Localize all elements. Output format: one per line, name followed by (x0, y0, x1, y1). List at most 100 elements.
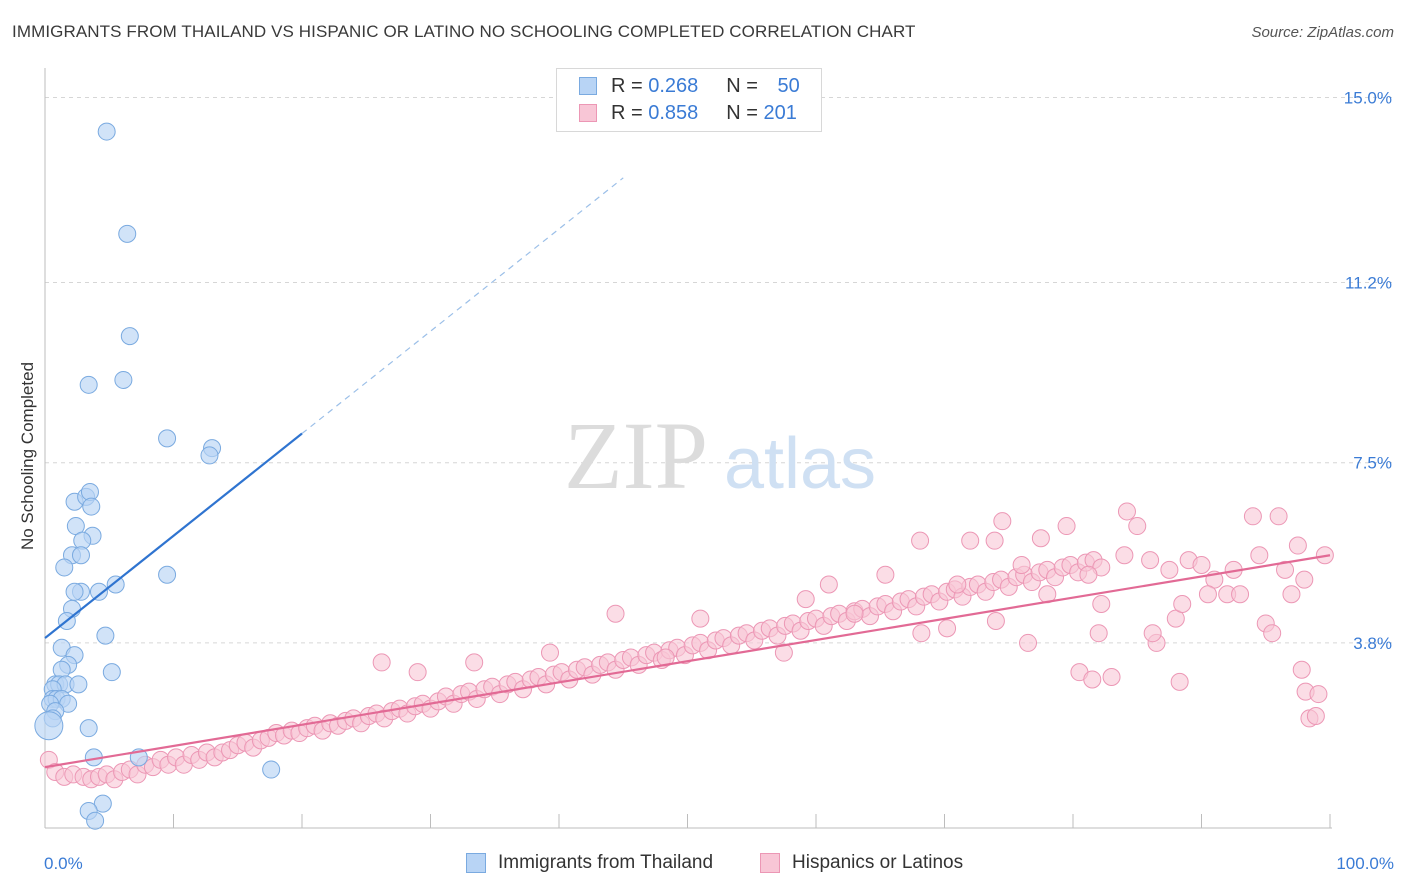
data-point-thailand (96, 626, 115, 645)
data-point-hispanics (1288, 536, 1307, 555)
x-tick-label: 0.0% (44, 854, 83, 873)
data-point-hispanics (911, 531, 930, 550)
y-tick-label: 11.2% (1345, 274, 1392, 293)
legend-label-thailand: Immigrants from Thailand (498, 852, 714, 873)
data-point-thailand (97, 122, 116, 141)
y-tick-label: 15.0% (1344, 88, 1392, 107)
data-point-thailand (102, 663, 121, 682)
data-point-hispanics (541, 643, 560, 662)
data-point-hispanics (656, 648, 675, 667)
data-point-hispanics (1117, 502, 1136, 521)
stats-legend: R = 0.268 N = 50 R = 0.858 N = 201 (556, 68, 822, 132)
data-point-thailand (79, 375, 98, 394)
legend-n-label: N = (726, 101, 758, 124)
data-point-hispanics (876, 565, 895, 584)
data-point-hispanics (1250, 546, 1269, 565)
legend-swatch-blue (466, 853, 486, 873)
legend-swatch-blue (579, 77, 597, 95)
data-point-thailand (106, 575, 125, 594)
data-point-hispanics (1295, 570, 1314, 589)
data-point-hispanics (1102, 668, 1121, 687)
data-point-hispanics (796, 590, 815, 609)
legend-item-thailand: Immigrants from Thailand (466, 852, 713, 874)
data-point-hispanics (372, 653, 391, 672)
data-point-hispanics (961, 531, 980, 550)
watermark: ZIP atlas (564, 402, 876, 509)
legend-n-value: 201 (763, 101, 797, 124)
trend-line-thailand (44, 432, 303, 639)
data-point-thailand (79, 719, 98, 738)
data-point-thailand (82, 497, 101, 516)
data-point-thailand (71, 546, 90, 565)
data-point-hispanics (606, 604, 625, 623)
data-point-thailand (120, 327, 139, 346)
data-point-hispanics (993, 512, 1012, 531)
data-point-hispanics (986, 612, 1005, 631)
data-point-thailand (158, 565, 177, 584)
data-point-thailand (118, 224, 137, 243)
data-point-hispanics (1170, 672, 1189, 691)
data-point-thailand (93, 794, 112, 813)
data-point-thailand (262, 760, 281, 779)
data-point-hispanics (912, 624, 931, 643)
data-point-hispanics (1192, 556, 1211, 575)
data-point-hispanics (1306, 706, 1325, 725)
legend-r-value: 0.858 (648, 101, 699, 124)
legend-label-hispanics: Hispanics or Latinos (792, 852, 964, 873)
data-point-hispanics (1089, 624, 1108, 643)
legend-r-label: R = (611, 74, 643, 97)
data-point-thailand (86, 811, 105, 830)
legend-n-value: 50 (777, 74, 800, 97)
source-credit: Source: ZipAtlas.com (1251, 24, 1394, 41)
data-point-thailand (55, 558, 74, 577)
y-tick-label: 7.5% (1353, 454, 1392, 473)
data-point-thailand (89, 582, 108, 601)
chart-title: IMMIGRANTS FROM THAILAND VS HISPANIC OR … (12, 22, 916, 41)
series-thailand-points (34, 122, 281, 830)
legend-n-label: N = (726, 74, 758, 97)
data-point-hispanics (1243, 507, 1262, 526)
data-point-hispanics (1128, 517, 1147, 536)
data-point-thailand (69, 675, 88, 694)
data-point-hispanics (774, 643, 793, 662)
data-point-hispanics (819, 575, 838, 594)
data-point-hispanics (1198, 585, 1217, 604)
data-point-hispanics (938, 619, 957, 638)
legend-r-value: 0.268 (648, 74, 699, 97)
data-point-hispanics (1276, 560, 1295, 579)
data-point-hispanics (1160, 560, 1179, 579)
series-legend: Immigrants from Thailand Hispanics or La… (0, 852, 1406, 878)
trend-line-hispanics (44, 554, 1331, 769)
series-hispanics-points (39, 502, 1334, 789)
data-point-hispanics (1282, 585, 1301, 604)
watermark-zip: ZIP (564, 402, 708, 509)
data-point-hispanics (1012, 556, 1031, 575)
data-point-hispanics (1079, 565, 1098, 584)
data-point-thailand (200, 446, 219, 465)
data-point-hispanics (1173, 594, 1192, 613)
data-point-hispanics (1292, 660, 1311, 679)
data-point-hispanics (1092, 594, 1111, 613)
data-point-hispanics (985, 531, 1004, 550)
y-tick-label: 3.8% (1353, 634, 1392, 653)
legend-item-hispanics: Hispanics or Latinos (760, 852, 963, 874)
data-point-hispanics (1141, 551, 1160, 570)
legend-row-thailand: R = 0.268 N = 50 (579, 73, 800, 99)
data-point-hispanics (1263, 624, 1282, 643)
data-point-hispanics (691, 609, 710, 628)
data-point-thailand (114, 370, 133, 389)
x-tick-label: 100.0% (1336, 854, 1394, 873)
tick-labels: 3.8% 7.5% 11.2% 15.0% 0.0% 100.0% (44, 88, 1394, 873)
data-point-hispanics (1231, 585, 1250, 604)
data-point-hispanics (1057, 517, 1076, 536)
watermark-atlas: atlas (724, 424, 876, 504)
data-point-thailand (65, 582, 84, 601)
trend-line-thailand-extension (301, 177, 624, 434)
data-point-hispanics (1269, 507, 1288, 526)
data-point-hispanics (1083, 670, 1102, 689)
data-point-hispanics (1309, 685, 1328, 704)
data-point-hispanics (845, 604, 864, 623)
data-point-thailand (158, 429, 177, 448)
data-point-hispanics (948, 575, 967, 594)
